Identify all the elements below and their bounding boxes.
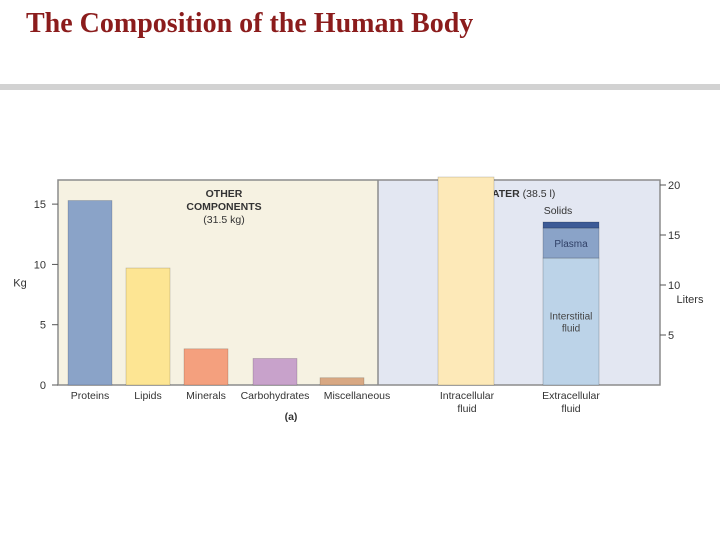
bar-proteins	[67, 200, 113, 386]
title-divider	[0, 84, 720, 90]
segment-label-solids: Solids	[544, 205, 573, 217]
left-tick-label: 0	[40, 380, 46, 392]
left-panel-header: OTHER	[206, 188, 243, 200]
x-category-label: Carbohydrates	[241, 390, 310, 402]
bar-segment-plasma	[542, 227, 600, 259]
bar-lipids	[125, 267, 171, 386]
panel-label: (a)	[285, 411, 298, 423]
left-panel-header: (31.5 kg)	[203, 214, 244, 226]
bar-intracellular-fluid	[437, 176, 495, 386]
right-tick-label: 20	[668, 180, 680, 192]
left-tick-label: 15	[34, 199, 46, 211]
body-composition-chart: 0 5 10 15 Kg 5 10 15 20 Liters OTHERCOMPONENTS(31.…	[13, 176, 704, 423]
x-category-label: Minerals	[186, 390, 226, 402]
bar-segment-solids	[542, 221, 600, 229]
left-axis-label: Kg	[13, 278, 26, 290]
right-tick-label: 10	[668, 280, 680, 292]
segment-label-interstitial: fluid	[562, 324, 580, 335]
bar-carbohydrates	[252, 358, 298, 386]
left-tick-label: 10	[34, 259, 46, 271]
right-tick-label: 15	[668, 230, 680, 242]
x-category-label: fluid	[457, 403, 476, 415]
segment-label-plasma: Plasma	[554, 239, 588, 250]
left-panel-header: COMPONENTS	[186, 201, 261, 213]
bar-miscellaneous	[319, 377, 365, 386]
right-tick-label: 5	[668, 330, 674, 342]
x-category-label: fluid	[561, 403, 580, 415]
segment-label-interstitial: Interstitial	[550, 312, 593, 323]
slide-title: The Composition of the Human Body	[26, 8, 474, 39]
right-axis-label: Liters	[677, 294, 704, 306]
x-category-label: Miscellaneous	[324, 390, 391, 402]
x-category-label: Proteins	[71, 390, 110, 402]
x-category-label: Extracellular	[542, 390, 600, 402]
right-panel-background	[378, 180, 660, 385]
x-category-label: Lipids	[134, 390, 161, 402]
left-tick-label: 5	[40, 320, 46, 332]
bar-segment-interstitial-fluid	[542, 257, 600, 386]
x-category-label: Intracellular	[440, 390, 495, 402]
bar-minerals	[183, 348, 229, 386]
